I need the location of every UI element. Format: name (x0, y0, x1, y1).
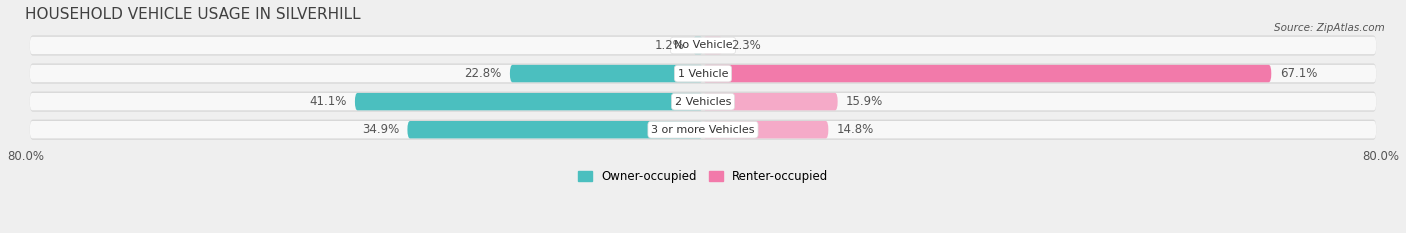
FancyBboxPatch shape (30, 35, 1376, 56)
Text: No Vehicle: No Vehicle (673, 41, 733, 51)
Text: 14.8%: 14.8% (837, 123, 875, 136)
Text: 1 Vehicle: 1 Vehicle (678, 69, 728, 79)
Text: 34.9%: 34.9% (361, 123, 399, 136)
Text: 67.1%: 67.1% (1279, 67, 1317, 80)
FancyBboxPatch shape (703, 37, 723, 54)
Text: 15.9%: 15.9% (846, 95, 883, 108)
Text: 2.3%: 2.3% (731, 39, 761, 52)
Text: 22.8%: 22.8% (464, 67, 502, 80)
FancyBboxPatch shape (30, 120, 1376, 140)
FancyBboxPatch shape (30, 37, 1376, 54)
FancyBboxPatch shape (30, 65, 1376, 82)
Text: Source: ZipAtlas.com: Source: ZipAtlas.com (1274, 23, 1385, 33)
FancyBboxPatch shape (693, 37, 703, 54)
Text: HOUSEHOLD VEHICLE USAGE IN SILVERHILL: HOUSEHOLD VEHICLE USAGE IN SILVERHILL (25, 7, 361, 22)
FancyBboxPatch shape (30, 93, 1376, 110)
FancyBboxPatch shape (510, 65, 703, 82)
FancyBboxPatch shape (354, 93, 703, 110)
FancyBboxPatch shape (408, 121, 703, 138)
Text: 1.2%: 1.2% (654, 39, 685, 52)
FancyBboxPatch shape (30, 92, 1376, 112)
Legend: Owner-occupied, Renter-occupied: Owner-occupied, Renter-occupied (578, 170, 828, 183)
FancyBboxPatch shape (30, 63, 1376, 84)
Text: 3 or more Vehicles: 3 or more Vehicles (651, 125, 755, 135)
FancyBboxPatch shape (30, 121, 1376, 138)
FancyBboxPatch shape (703, 93, 838, 110)
FancyBboxPatch shape (703, 65, 1271, 82)
Text: 41.1%: 41.1% (309, 95, 346, 108)
Text: 2 Vehicles: 2 Vehicles (675, 97, 731, 107)
FancyBboxPatch shape (703, 121, 828, 138)
